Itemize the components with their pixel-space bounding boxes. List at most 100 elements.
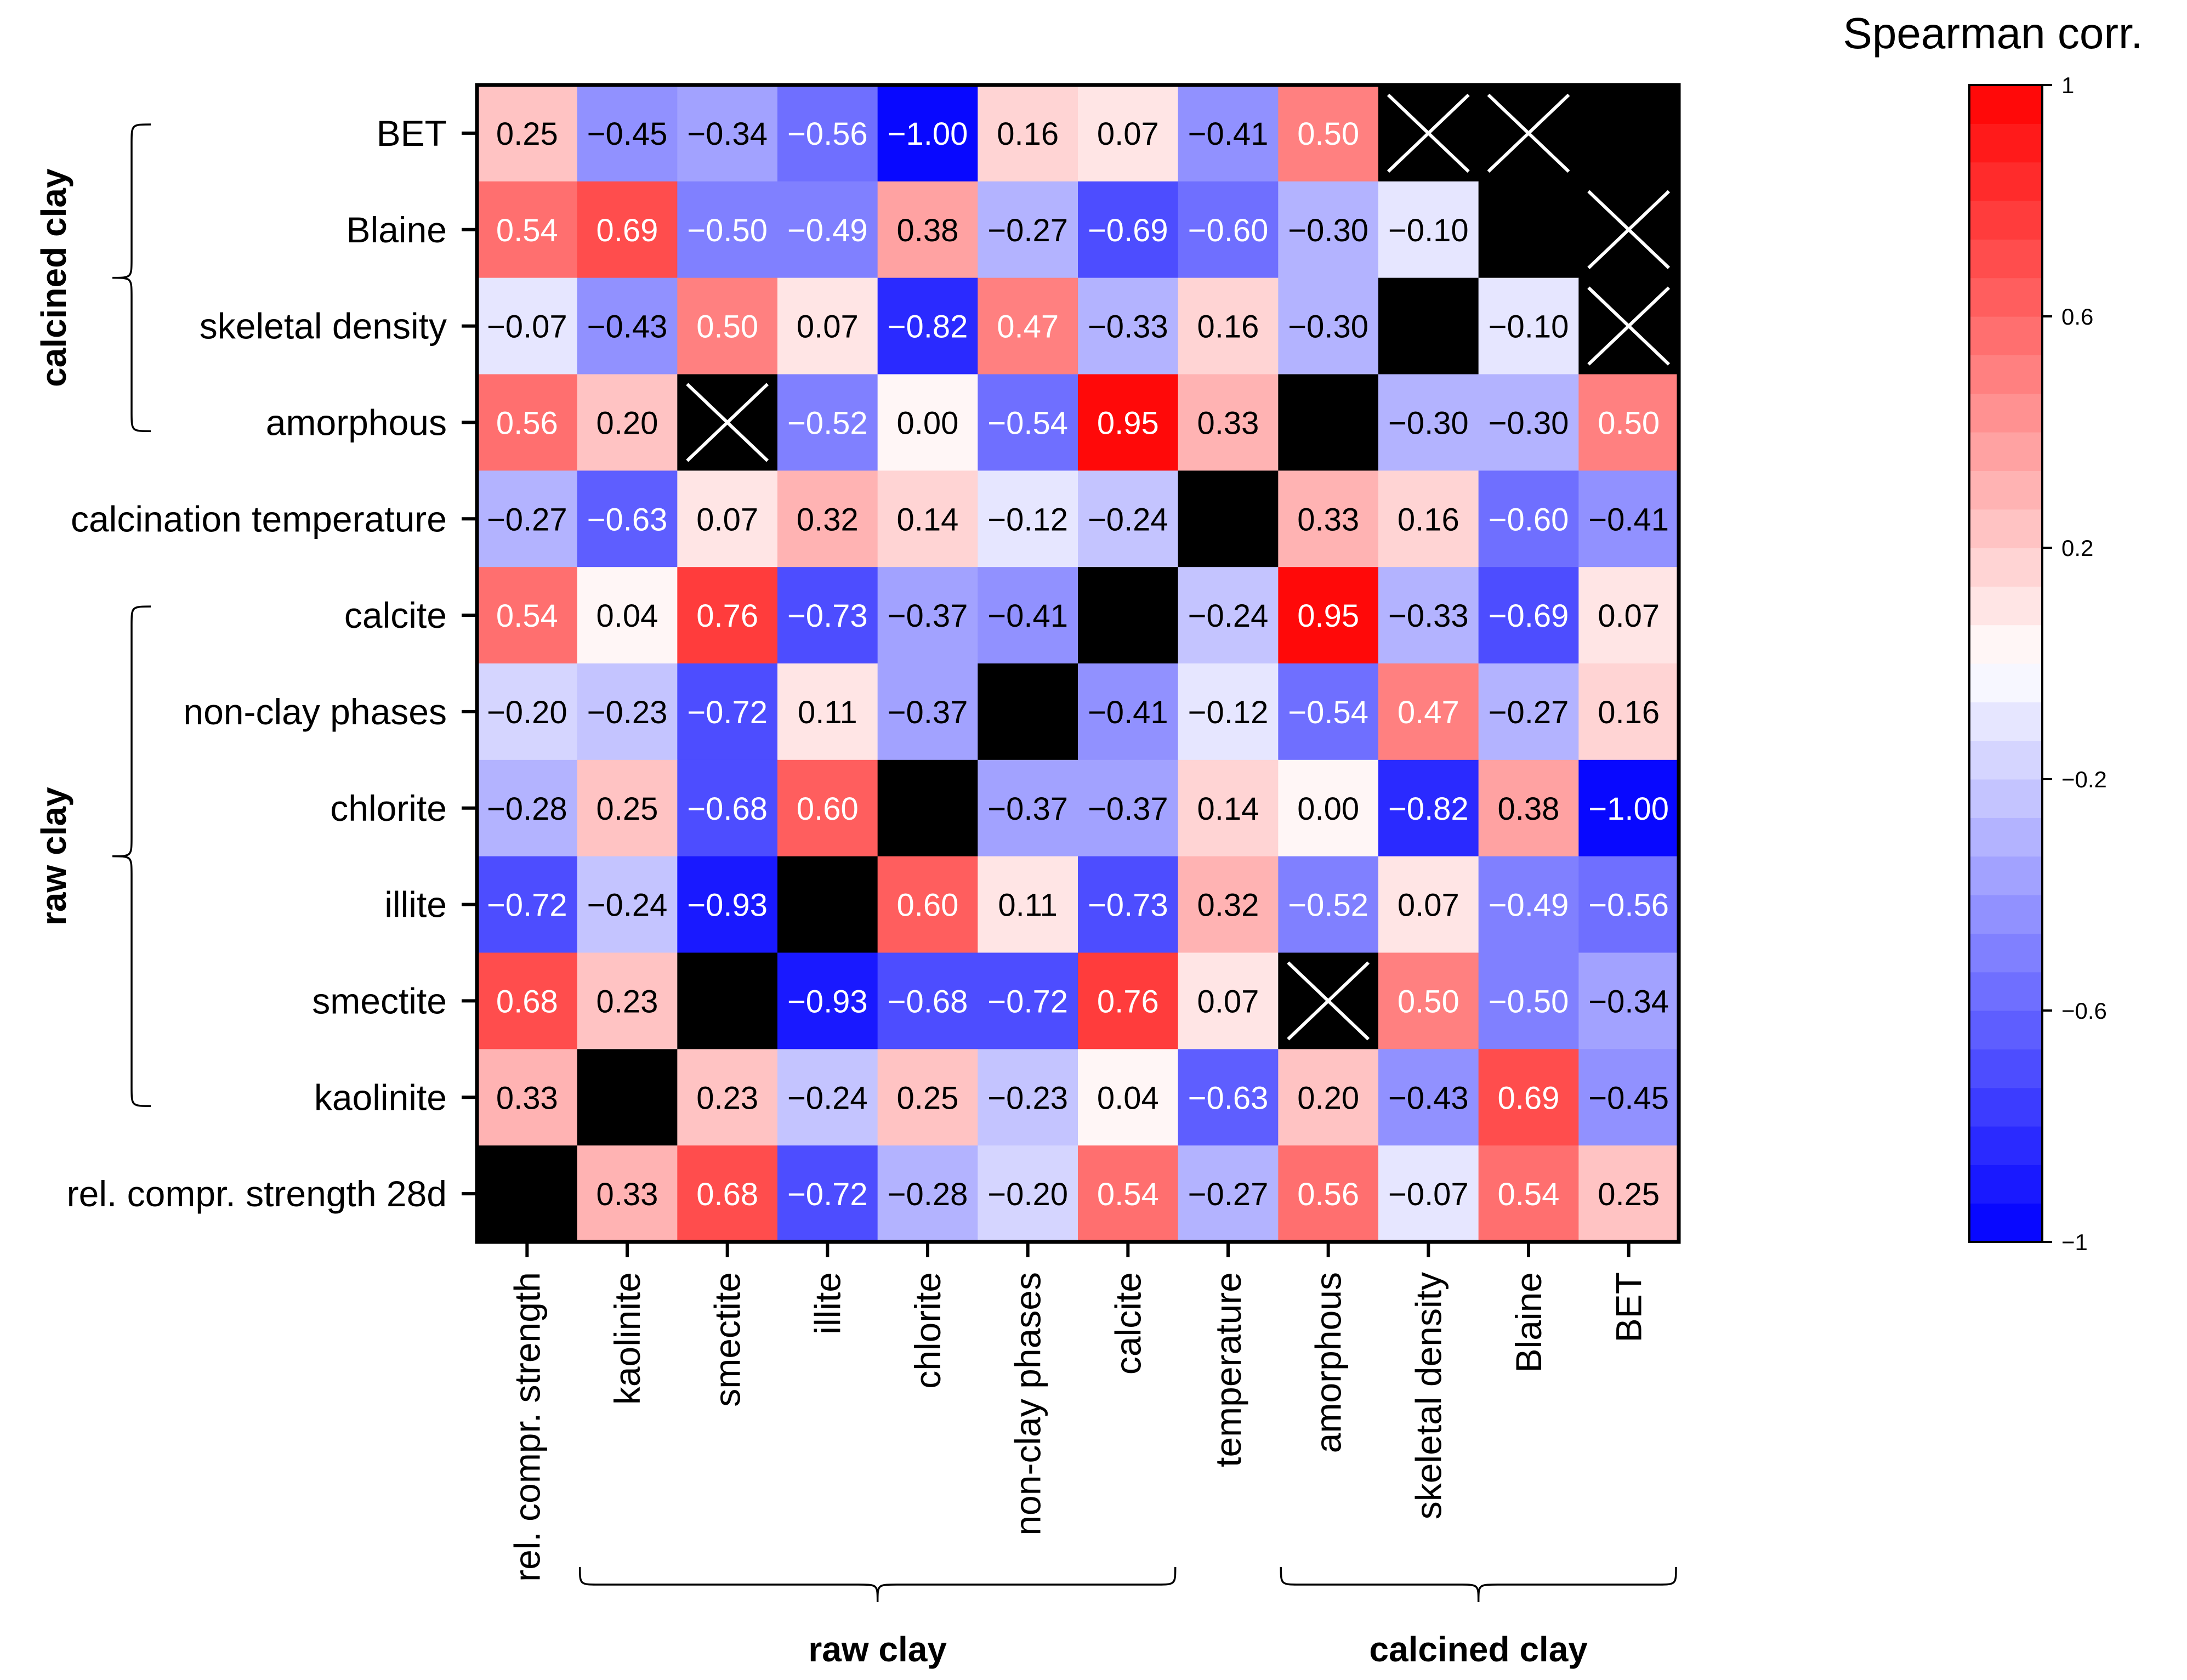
- heatmap-cell: [1478, 952, 1579, 1049]
- heatmap-cell: [677, 1049, 778, 1146]
- cell-value-label: −0.24: [787, 1080, 868, 1116]
- cell-value-label: −0.24: [587, 888, 668, 923]
- cell-value-label: −0.93: [687, 888, 768, 923]
- heatmap-cell: [877, 374, 978, 471]
- colorbar-segment: [1969, 201, 2042, 240]
- cell-value-label: 0.16: [1598, 695, 1660, 730]
- heatmap-cell: [1578, 856, 1679, 953]
- missing-cross-line: [1487, 93, 1570, 173]
- cell-value-label: 0.56: [1297, 1177, 1359, 1212]
- cell-value-label: 0.47: [1398, 695, 1459, 730]
- heatmap-cell: [477, 374, 578, 471]
- cell-value-label: 0.00: [1297, 791, 1359, 827]
- row-label: non-clay phases: [183, 691, 447, 732]
- cell-value-label: −0.30: [1489, 405, 1569, 441]
- cell-value-label: −0.50: [1489, 984, 1569, 1019]
- cell-value-label: −0.24: [1188, 598, 1269, 634]
- column-label: skeletal density: [1408, 1272, 1448, 1519]
- heatmap-cell: [1478, 374, 1579, 471]
- heatmap-cell: [1178, 856, 1279, 953]
- heatmap-cell: [1278, 663, 1379, 760]
- cell-value-label: 0.33: [1297, 502, 1359, 537]
- cell-value-label: −0.30: [1288, 213, 1368, 248]
- cell-value-label: −0.72: [787, 1177, 868, 1212]
- cell-value-label: −0.20: [487, 695, 567, 730]
- cell-value-label: −0.73: [787, 598, 868, 634]
- colorbar-segment: [1969, 1087, 2042, 1127]
- cell-value-label: 0.60: [797, 791, 859, 827]
- column-group-label: calcined clay: [1369, 1630, 1588, 1669]
- colorbar-segment: [1969, 663, 2042, 702]
- column-tick-labels: rel. compr. strength kaolinite smectite ill…: [507, 1242, 1649, 1582]
- cell-value-label: 0.47: [997, 309, 1059, 345]
- heatmap-cell: [978, 567, 1078, 664]
- cell-value-label: 0.69: [1498, 1080, 1560, 1116]
- heatmap-cell: [677, 181, 778, 279]
- heatmap-cell: [777, 1145, 878, 1242]
- colorbar-frame: [1968, 84, 2043, 1243]
- column-label: Blaine: [1508, 1272, 1549, 1372]
- cell-value-label: 0.04: [1097, 1080, 1159, 1116]
- cell-value-label: −0.68: [888, 984, 968, 1019]
- heatmap-cell: [1078, 1049, 1179, 1146]
- colorbar-tick-label: −1: [2061, 1229, 2088, 1255]
- heatmap-cell: [1378, 567, 1479, 664]
- heatmap-cell: [577, 1145, 678, 1242]
- colorbar-title: Spearman corr.: [1843, 9, 2143, 58]
- cell-value-label: 0.25: [1598, 1177, 1660, 1212]
- cell-value-label: −0.27: [1188, 1177, 1269, 1212]
- heatmap-cell: [978, 277, 1078, 375]
- heatmap-cell: [1278, 181, 1379, 279]
- cell-value-label: 0.68: [496, 984, 558, 1019]
- heatmap-cell: [1078, 567, 1179, 664]
- heatmap-cell: [677, 1145, 778, 1242]
- cell-value-label: −0.69: [1088, 213, 1168, 248]
- heatmap-cell: [677, 277, 778, 375]
- heatmap-cell: [1178, 759, 1279, 857]
- cell-value-label: −0.30: [1288, 309, 1368, 345]
- column-group-label: raw clay: [808, 1630, 947, 1669]
- cell-value-label: −0.43: [1388, 1080, 1469, 1116]
- heatmap-cell: [1178, 470, 1279, 567]
- colorbar-tick-label: −0.2: [2061, 767, 2107, 792]
- column-label: kaolinite: [607, 1272, 647, 1405]
- heatmap-cell: [1478, 663, 1579, 760]
- cell-value-label: 0.50: [1398, 984, 1459, 1019]
- heatmap-cell: [477, 567, 578, 664]
- cell-value-label: −0.12: [987, 502, 1068, 537]
- cell-value-label: −0.34: [1588, 984, 1669, 1019]
- cell-value-label: −0.50: [687, 213, 768, 248]
- cell-value-label: 0.32: [1197, 888, 1259, 923]
- cell-value-label: −0.27: [987, 213, 1068, 248]
- cell-value-label: 0.54: [496, 213, 558, 248]
- cell-value-label: 0.54: [1097, 1177, 1159, 1212]
- cell-value-label: −0.82: [1388, 791, 1469, 827]
- heatmap-cell: [1578, 952, 1679, 1049]
- colorbar-segment: [1969, 818, 2042, 857]
- heatmap-cell: [477, 470, 578, 567]
- colorbar-segment: [1969, 1049, 2042, 1088]
- heatmap-cell: [477, 759, 578, 857]
- cell-value-label: −0.73: [1088, 888, 1168, 923]
- cell-value-label: −0.56: [1588, 888, 1669, 923]
- heatmap-cell: [1078, 470, 1179, 567]
- cell-value-label: 0.20: [597, 405, 658, 441]
- colorbar-segment: [1969, 1203, 2042, 1242]
- heatmap-cell: [978, 759, 1078, 857]
- heatmap-cell: [1378, 952, 1479, 1049]
- cell-value-label: 0.50: [1598, 405, 1660, 441]
- heatmap-cell: [1178, 663, 1279, 760]
- cell-value-label: −0.28: [888, 1177, 968, 1212]
- heatmap-cell: [978, 181, 1078, 279]
- heatmap-cell: [1378, 1049, 1479, 1146]
- heatmap-cell: [677, 856, 778, 953]
- cell-value-label: −0.49: [787, 213, 868, 248]
- heatmap-cell: [777, 85, 878, 182]
- cell-value-label: 0.25: [496, 116, 558, 152]
- cell-value-label: −0.54: [1288, 695, 1368, 730]
- colorbar-segment: [1969, 548, 2042, 587]
- heatmap-cell: [577, 85, 678, 182]
- cell-value-label: 0.33: [496, 1080, 558, 1116]
- heatmap-cell: [978, 1049, 1078, 1146]
- cell-value-label: −0.49: [1489, 888, 1569, 923]
